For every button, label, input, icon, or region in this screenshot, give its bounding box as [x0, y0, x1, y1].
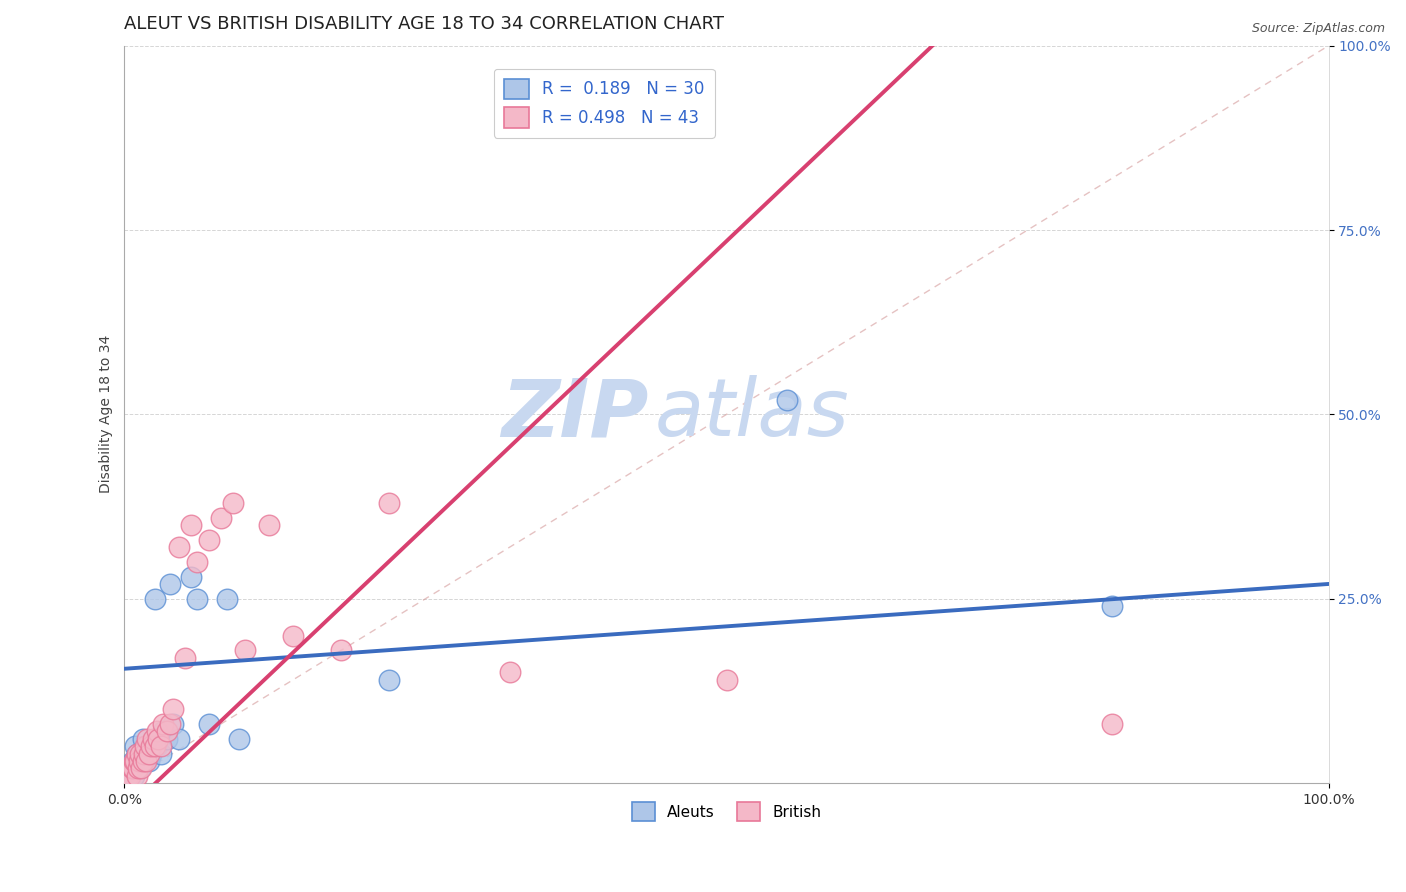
Point [131, 761, 153, 775]
Text: atlas: atlas [654, 376, 849, 453]
Point [716, 673, 738, 687]
Point [156, 724, 179, 739]
Point [1101, 717, 1123, 731]
Point [120, 769, 142, 783]
Point [134, 739, 156, 754]
Point [209, 510, 232, 524]
Point [124, 739, 146, 754]
Point [180, 569, 202, 583]
Point [228, 731, 250, 746]
Point [117, 769, 139, 783]
Text: ALEUT VS BRITISH DISABILITY AGE 18 TO 34 CORRELATION CHART: ALEUT VS BRITISH DISABILITY AGE 18 TO 34… [125, 15, 724, 33]
Point [167, 731, 190, 746]
Point [132, 754, 155, 768]
Point [330, 643, 353, 657]
Text: ZIP: ZIP [501, 376, 648, 453]
Point [128, 754, 150, 768]
Point [173, 650, 195, 665]
Point [132, 747, 155, 761]
Point [257, 518, 280, 533]
Point [148, 731, 170, 746]
Point [149, 747, 172, 761]
Point [131, 747, 153, 761]
Point [186, 555, 208, 569]
Point [124, 754, 146, 768]
Point [143, 591, 166, 606]
Point [180, 518, 202, 533]
Point [135, 754, 157, 768]
Point [129, 761, 152, 775]
Point [136, 731, 159, 746]
Point [186, 591, 208, 606]
Point [142, 731, 165, 746]
Point [152, 724, 174, 739]
Point [156, 731, 179, 746]
Point [146, 739, 169, 754]
Point [378, 673, 401, 687]
Point [167, 540, 190, 554]
Y-axis label: Disability Age 18 to 34: Disability Age 18 to 34 [100, 335, 114, 493]
Point [378, 496, 401, 510]
Point [146, 724, 169, 739]
Text: Source: ZipAtlas.com: Source: ZipAtlas.com [1251, 22, 1385, 36]
Point [120, 761, 142, 775]
Legend: Aleuts, British: Aleuts, British [626, 797, 828, 827]
Point [1101, 599, 1123, 613]
Point [127, 761, 149, 775]
Point [233, 643, 256, 657]
Point [135, 739, 157, 754]
Point [128, 754, 150, 768]
Point [776, 392, 799, 407]
Point [159, 717, 181, 731]
Point [139, 747, 162, 761]
Point [281, 629, 304, 643]
Point [122, 754, 145, 768]
Point [152, 717, 174, 731]
Point [138, 747, 160, 761]
Point [159, 577, 181, 591]
Text: #c8d8f0: #c8d8f0 [727, 413, 733, 415]
Point [122, 754, 145, 768]
Point [125, 769, 148, 783]
Point [131, 731, 153, 746]
Point [215, 591, 238, 606]
Point [125, 747, 148, 761]
Point [122, 761, 145, 775]
Point [143, 739, 166, 754]
Point [499, 665, 522, 680]
Point [122, 769, 145, 783]
Point [129, 747, 152, 761]
Point [138, 754, 160, 768]
Point [162, 702, 184, 716]
Point [139, 739, 162, 754]
Point [125, 761, 148, 775]
Point [197, 533, 219, 547]
Point [125, 747, 148, 761]
Point [197, 717, 219, 731]
Point [162, 717, 184, 731]
Point [149, 739, 172, 754]
Point [121, 761, 143, 775]
Point [131, 754, 153, 768]
Point [222, 496, 245, 510]
